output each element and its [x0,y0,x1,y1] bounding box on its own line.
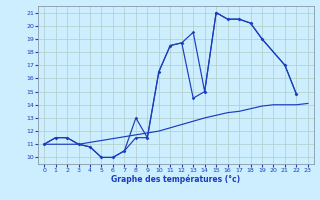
X-axis label: Graphe des températures (°c): Graphe des températures (°c) [111,175,241,184]
